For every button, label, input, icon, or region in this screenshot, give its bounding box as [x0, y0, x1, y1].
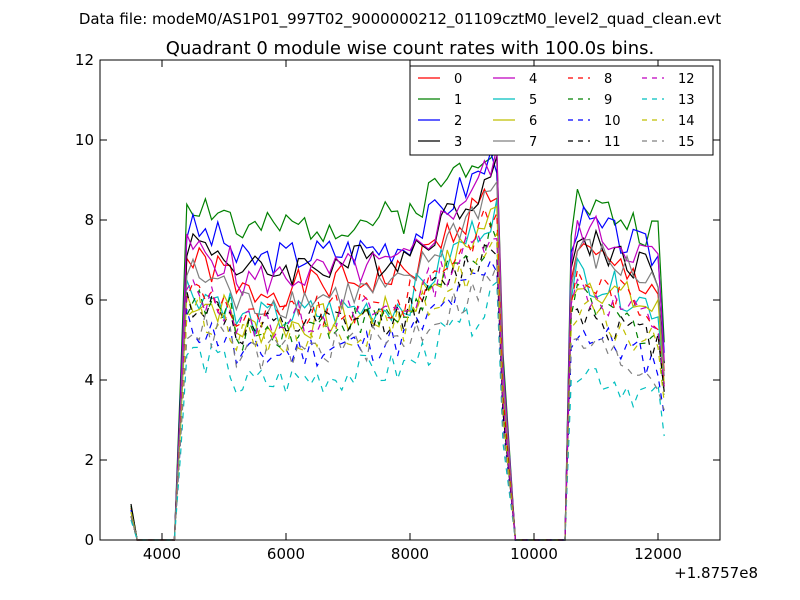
chart-title: Quadrant 0 module wise count rates with … — [166, 38, 655, 59]
legend-label-4: 4 — [529, 72, 537, 87]
series-line-3 — [130, 156, 665, 541]
legend-box — [409, 65, 714, 156]
y-tick-label: 0 — [84, 531, 94, 549]
y-tick-label: 10 — [75, 131, 94, 149]
legend-label-15: 15 — [678, 135, 695, 150]
y-tick-label: 8 — [84, 211, 94, 229]
x-tick-label: 10000 — [510, 545, 558, 563]
suptitle: Data file: modeM0/AS1P01_997T02_90000002… — [79, 10, 721, 29]
series-line-0 — [130, 187, 665, 541]
legend-label-1: 1 — [454, 93, 462, 108]
legend-label-5: 5 — [529, 93, 537, 108]
series-line-10 — [130, 258, 665, 541]
legend-label-0: 0 — [454, 72, 462, 87]
legend-label-7: 7 — [529, 135, 537, 150]
series-line-13 — [130, 280, 665, 541]
legend-label-13: 13 — [678, 93, 695, 108]
x-tick-label: 6000 — [267, 545, 305, 563]
legend-label-8: 8 — [604, 72, 612, 87]
legend-label-6: 6 — [529, 114, 537, 129]
legend-label-12: 12 — [678, 72, 695, 87]
series-line-8 — [130, 206, 665, 541]
legend-label-2: 2 — [454, 114, 462, 129]
plot-frame — [99, 59, 721, 541]
legend-label-14: 14 — [678, 114, 695, 129]
x-tick-label: 4000 — [143, 545, 181, 563]
x-tick-label: 8000 — [391, 545, 429, 563]
plot-lines — [130, 147, 665, 541]
series-line-7 — [130, 180, 665, 541]
legend-label-11: 11 — [604, 135, 621, 150]
y-tick-label: 6 — [84, 291, 94, 309]
series-line-6 — [130, 205, 665, 541]
x-tick-label: 12000 — [634, 545, 682, 563]
series-line-4 — [130, 147, 665, 541]
series-line-9 — [130, 221, 665, 541]
series-line-11 — [130, 243, 665, 541]
series-line-15 — [130, 264, 665, 541]
series-line-5 — [130, 198, 665, 541]
series-line-12 — [130, 233, 665, 541]
legend-label-10: 10 — [604, 114, 621, 129]
y-tick-label: 2 — [84, 451, 94, 469]
x-offset-label: +1.8757e8 — [674, 564, 758, 582]
y-tick-label: 4 — [84, 371, 94, 389]
legend-label-3: 3 — [454, 135, 462, 150]
series-line-2 — [130, 149, 665, 541]
legend-label-9: 9 — [604, 93, 612, 108]
y-tick-label: 12 — [75, 51, 94, 69]
series-line-14 — [130, 231, 665, 541]
series-line-1 — [130, 147, 665, 541]
